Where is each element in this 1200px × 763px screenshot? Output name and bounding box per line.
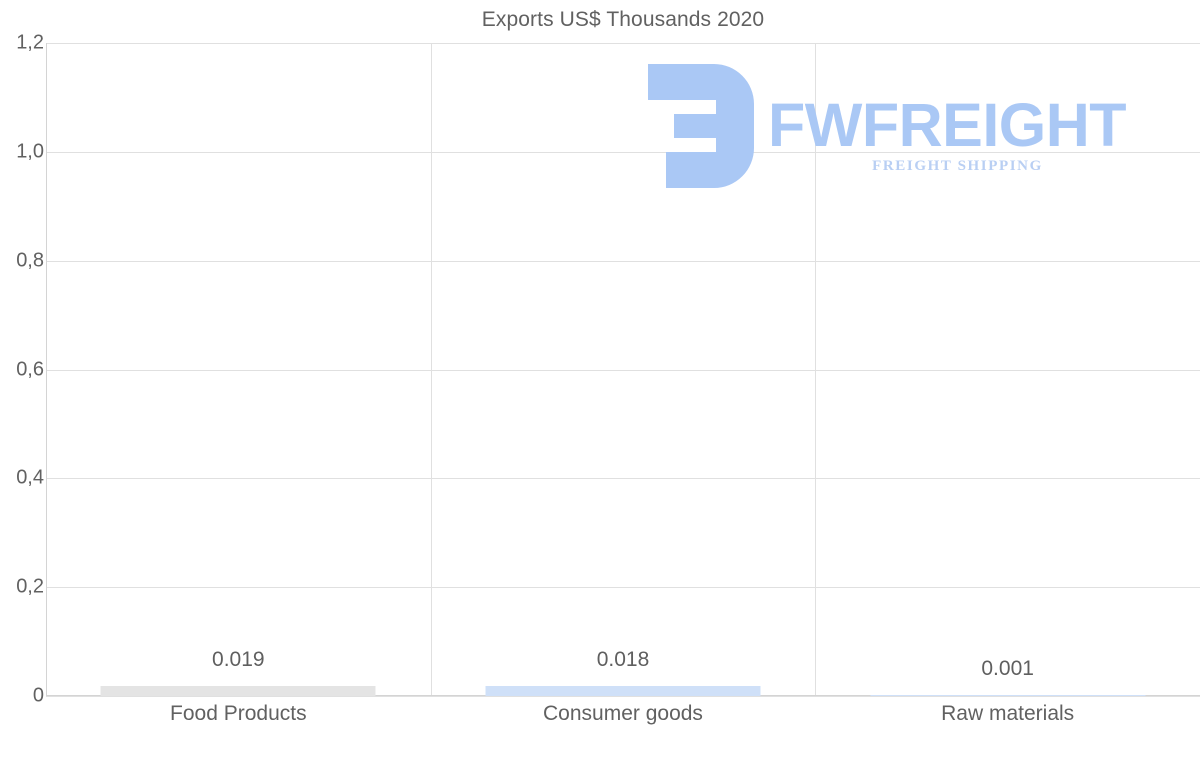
bar-band: 0.001: [815, 43, 1200, 696]
plot-area: 0.019 0.018 0.001: [46, 43, 1200, 697]
gridline-horizontal: [46, 43, 1200, 44]
gridline-horizontal: [46, 587, 1200, 589]
chart-title: Exports US$ Thousands 2020: [481, 8, 765, 31]
y-axis-line: [46, 43, 47, 696]
bar-band: 0.018: [431, 43, 816, 696]
gridline-horizontal: [46, 369, 1200, 371]
gridline-horizontal: [46, 151, 1200, 153]
bar-value-label: 0.018: [596, 648, 650, 672]
gridline-horizontal: [46, 696, 1200, 697]
gridline-vertical: [431, 43, 432, 696]
y-axis-tick-label: 0,4: [16, 466, 44, 489]
y-axis-tick-label: 0,8: [16, 249, 44, 272]
bar-band: 0.019: [46, 43, 431, 696]
x-axis-category-label: Consumer goods: [543, 702, 703, 725]
x-axis-category-label: Raw materials: [941, 702, 1075, 725]
y-axis-tick-label: 1,0: [16, 140, 44, 163]
y-axis-tick-label: 0,2: [16, 575, 44, 598]
bar-value-label: 0.019: [212, 647, 265, 671]
bar-value-label: 0.001: [981, 657, 1034, 681]
y-axis-tick-label: 0,6: [16, 358, 44, 380]
bar[interactable]: [870, 695, 1146, 696]
gridline-horizontal: [46, 478, 1200, 480]
y-axis-tick-label: 1,2: [16, 31, 44, 54]
gridline-vertical: [815, 43, 816, 696]
x-axis-category-label: Food Products: [170, 702, 307, 725]
bar[interactable]: [485, 686, 761, 696]
y-axis-tick-label: 0: [32, 684, 44, 707]
gridline-horizontal: [46, 260, 1200, 262]
bar[interactable]: [100, 685, 376, 696]
